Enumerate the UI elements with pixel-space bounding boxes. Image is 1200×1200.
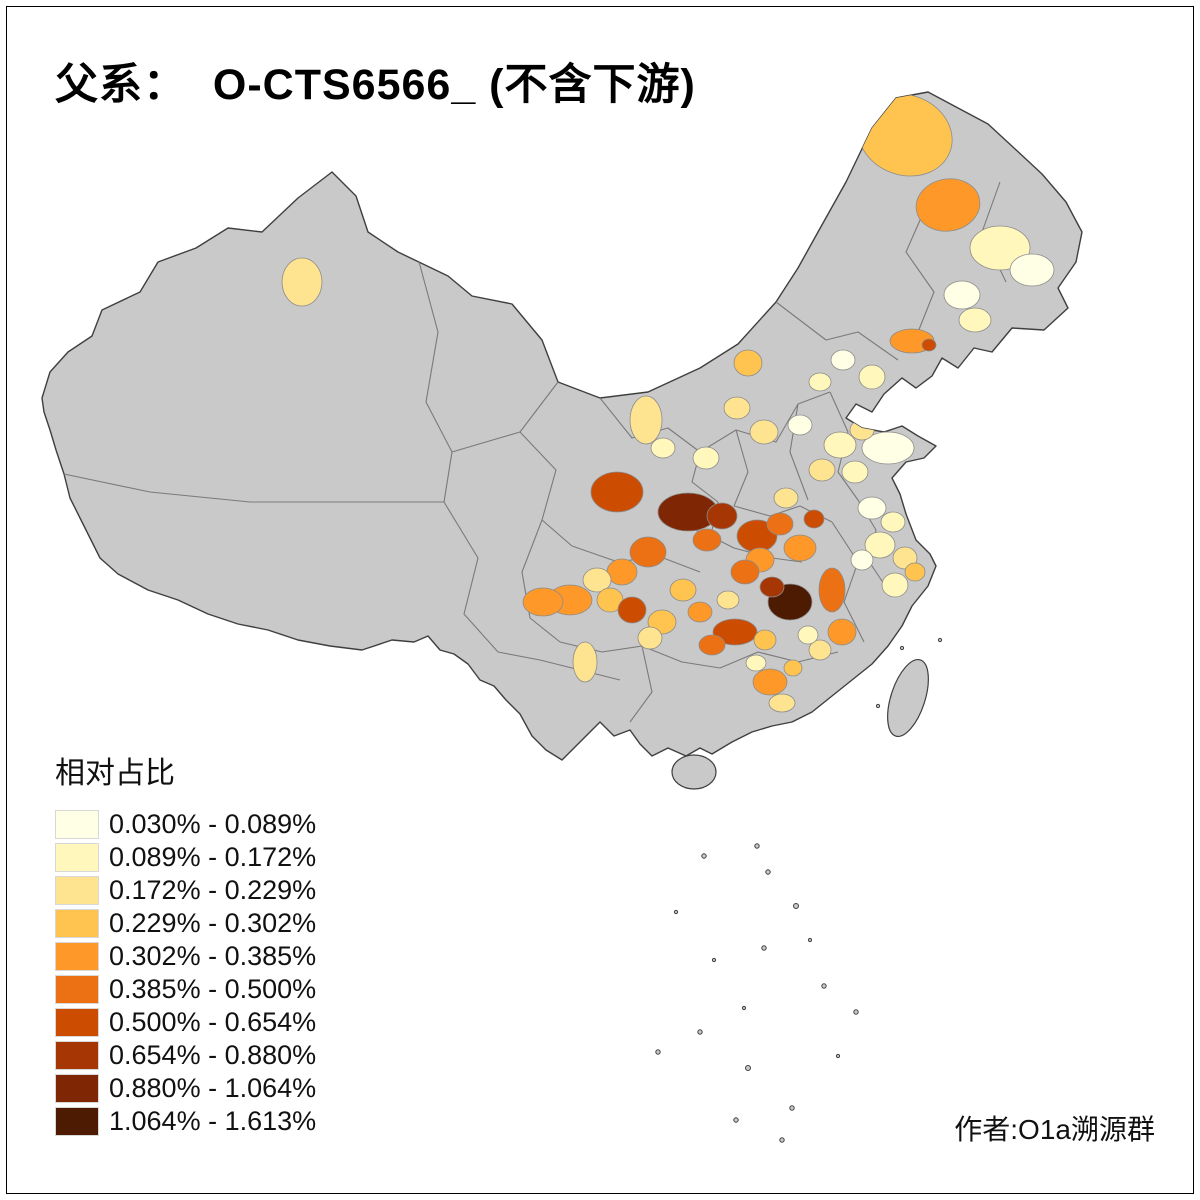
- map-region: [969, 225, 1031, 271]
- legend-label: 0.500% - 0.654%: [109, 1007, 317, 1037]
- map-region: [582, 567, 612, 593]
- map-region: [787, 414, 813, 436]
- map-region: [830, 349, 856, 371]
- map-region: [692, 446, 720, 470]
- legend-swatch: [55, 1107, 99, 1136]
- map-region: [858, 364, 886, 390]
- map-region: [650, 437, 676, 459]
- map-region: [861, 431, 915, 465]
- map-region: [617, 596, 647, 624]
- map-region: [857, 496, 887, 520]
- legend-label: 1.064% - 1.613%: [109, 1106, 317, 1136]
- author-credit: 作者:O1a溯源群: [954, 1114, 1155, 1145]
- map-region: [752, 668, 788, 696]
- map-region: [808, 458, 836, 482]
- map-region: [823, 431, 857, 459]
- map-region: [572, 641, 598, 683]
- map-region: [692, 528, 722, 552]
- map-region: [749, 419, 779, 445]
- map-region: [698, 634, 726, 656]
- map-region: [915, 178, 981, 232]
- map-region: [803, 509, 825, 529]
- legend-swatch: [55, 810, 99, 839]
- legend-row: 0.500% - 0.654%: [55, 1006, 316, 1039]
- page-title: 父系： O-CTS6566_ (不含下游): [55, 61, 696, 109]
- legend-swatch: [55, 876, 99, 905]
- legend-label: 0.229% - 0.302%: [109, 908, 317, 938]
- south-china-sea-islands: [655, 637, 943, 1143]
- map-region: [712, 618, 758, 646]
- map-region: [881, 572, 909, 598]
- map-region: [841, 460, 869, 484]
- legend-swatch: [55, 1041, 99, 1070]
- map-region: [904, 562, 926, 582]
- map-region: [880, 511, 906, 533]
- map-region: [753, 629, 777, 651]
- taiwan-island: [887, 658, 929, 738]
- map-region: [783, 534, 817, 562]
- map-region: [850, 549, 874, 571]
- map-region: [773, 487, 799, 509]
- legend-title: 相对占比: [55, 757, 175, 790]
- legend-swatch: [55, 843, 99, 872]
- map-region: [733, 349, 763, 377]
- legend-label: 0.302% - 0.385%: [109, 941, 317, 971]
- legend-row: 0.385% - 0.500%: [55, 973, 316, 1006]
- map-region: [281, 257, 323, 307]
- legend-swatch: [55, 909, 99, 938]
- map-region: [808, 639, 832, 661]
- map-region: [921, 338, 937, 352]
- map-region: [522, 587, 564, 617]
- legend-label: 0.880% - 1.064%: [109, 1073, 317, 1103]
- legend-label: 0.030% - 0.089%: [109, 809, 317, 839]
- map-region: [730, 559, 760, 585]
- legend-row: 0.302% - 0.385%: [55, 940, 316, 973]
- map-region: [783, 659, 803, 677]
- legend-row: 0.654% - 0.880%: [55, 1039, 316, 1072]
- legend-swatch: [55, 942, 99, 971]
- legend-label: 0.172% - 0.229%: [109, 875, 317, 905]
- map-region: [716, 590, 740, 610]
- legend-swatch: [55, 1074, 99, 1103]
- legend-row: 0.089% - 0.172%: [55, 841, 316, 874]
- legend: 相对占比 0.030% - 0.089% 0.089% - 0.172% 0.172…: [55, 748, 316, 1138]
- legend-label: 0.089% - 0.172%: [109, 842, 317, 872]
- map-region: [706, 502, 738, 530]
- map-region: [590, 471, 644, 513]
- map-region: [606, 558, 638, 586]
- legend-swatch: [55, 975, 99, 1004]
- map-region: [808, 372, 832, 392]
- map-region: [827, 618, 857, 646]
- map-region: [687, 601, 713, 623]
- map-region: [683, 298, 729, 352]
- map-region: [958, 307, 992, 333]
- legend-label: 0.385% - 0.500%: [109, 974, 317, 1004]
- hainan-island: [671, 754, 717, 790]
- legend-row: 0.030% - 0.089%: [55, 808, 316, 841]
- map-regions: [281, 93, 1055, 713]
- map-region: [818, 567, 846, 613]
- map-region: [1009, 253, 1055, 287]
- map-region: [943, 280, 981, 310]
- legend-label: 0.654% - 0.880%: [109, 1040, 317, 1070]
- map-region: [768, 693, 796, 713]
- map-region: [637, 626, 663, 650]
- map-region: [745, 654, 767, 672]
- legend-row: 0.229% - 0.302%: [55, 907, 316, 940]
- map-region: [766, 512, 794, 536]
- legend-rows: 0.030% - 0.089% 0.089% - 0.172% 0.172% - 0…: [55, 808, 316, 1138]
- map-region: [723, 396, 751, 420]
- legend-row: 0.172% - 0.229%: [55, 874, 316, 907]
- map-region: [629, 536, 667, 568]
- legend-row: 1.064% - 1.613%: [55, 1105, 316, 1138]
- map-region: [759, 576, 785, 598]
- legend-swatch: [55, 1008, 99, 1037]
- map-region: [849, 419, 875, 441]
- map-region: [629, 395, 663, 445]
- map-region: [797, 625, 819, 645]
- map-region: [669, 578, 697, 602]
- legend-row: 0.880% - 1.064%: [55, 1072, 316, 1105]
- map-region: [864, 531, 896, 559]
